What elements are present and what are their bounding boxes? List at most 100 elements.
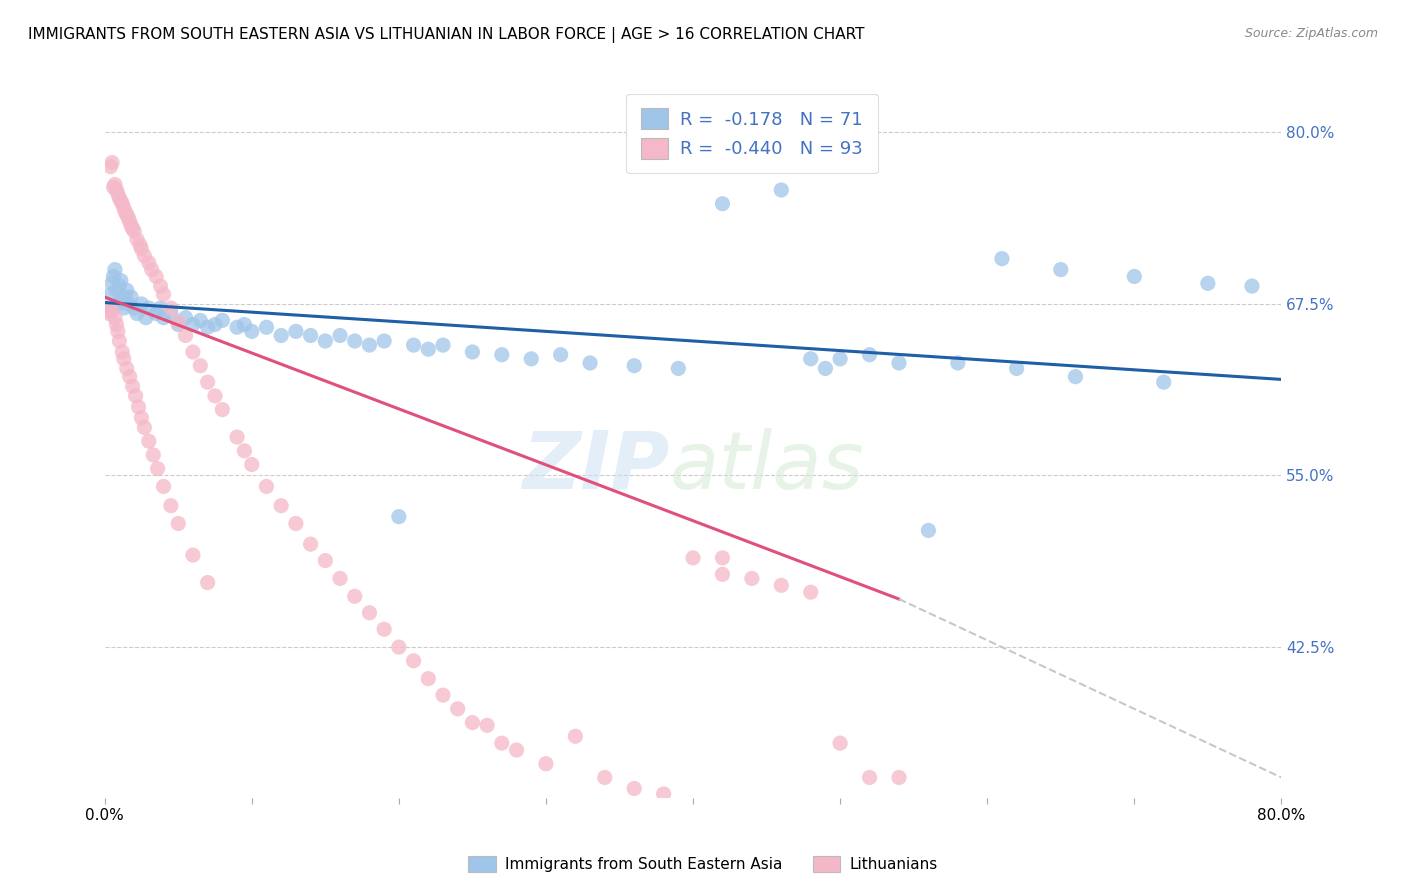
- Point: [623, 359, 645, 373]
- Point: [770, 578, 793, 592]
- Point: [402, 338, 425, 352]
- Point: [160, 301, 183, 315]
- Point: [152, 287, 174, 301]
- Point: [141, 262, 163, 277]
- Point: [101, 303, 124, 318]
- Point: [134, 249, 156, 263]
- Point: [197, 375, 219, 389]
- Point: [373, 622, 395, 636]
- Point: [564, 729, 586, 743]
- Point: [104, 310, 127, 325]
- Point: [120, 219, 142, 233]
- Point: [188, 359, 211, 373]
- Point: [284, 324, 307, 338]
- Point: [550, 348, 572, 362]
- Point: [125, 306, 148, 320]
- Point: [103, 269, 125, 284]
- Point: [107, 324, 129, 338]
- Text: atlas: atlas: [669, 427, 865, 506]
- Point: [100, 160, 122, 174]
- Point: [108, 279, 131, 293]
- Point: [270, 499, 292, 513]
- Point: [181, 345, 204, 359]
- Point: [142, 448, 165, 462]
- Point: [770, 183, 793, 197]
- Legend: Immigrants from South Eastern Asia, Lithuanians: Immigrants from South Eastern Asia, Lith…: [461, 848, 945, 880]
- Point: [135, 310, 157, 325]
- Point: [711, 567, 734, 582]
- Point: [858, 771, 880, 785]
- Point: [174, 328, 197, 343]
- Point: [103, 180, 125, 194]
- Point: [149, 301, 172, 315]
- Point: [124, 389, 146, 403]
- Point: [134, 420, 156, 434]
- Point: [887, 356, 910, 370]
- Point: [314, 334, 336, 348]
- Point: [491, 348, 513, 362]
- Point: [118, 214, 141, 228]
- Point: [181, 318, 204, 332]
- Point: [299, 328, 322, 343]
- Point: [1153, 375, 1175, 389]
- Point: [388, 509, 411, 524]
- Point: [98, 306, 121, 320]
- Point: [520, 351, 543, 366]
- Point: [160, 306, 183, 320]
- Point: [211, 402, 233, 417]
- Point: [108, 191, 131, 205]
- Point: [329, 571, 352, 585]
- Point: [711, 550, 734, 565]
- Point: [211, 313, 233, 327]
- Point: [97, 303, 120, 318]
- Point: [359, 338, 381, 352]
- Point: [117, 211, 139, 225]
- Point: [388, 640, 411, 654]
- Point: [145, 269, 167, 284]
- Point: [105, 318, 128, 332]
- Point: [112, 351, 135, 366]
- Point: [97, 301, 120, 315]
- Point: [204, 318, 226, 332]
- Point: [233, 443, 256, 458]
- Point: [197, 320, 219, 334]
- Point: [343, 334, 366, 348]
- Point: [1064, 369, 1087, 384]
- Point: [110, 274, 132, 288]
- Point: [104, 178, 127, 192]
- Point: [1005, 361, 1028, 376]
- Point: [491, 736, 513, 750]
- Point: [475, 718, 498, 732]
- Point: [800, 585, 823, 599]
- Point: [917, 524, 939, 538]
- Point: [711, 196, 734, 211]
- Point: [1240, 279, 1263, 293]
- Point: [122, 224, 145, 238]
- Point: [534, 756, 557, 771]
- Point: [174, 310, 197, 325]
- Point: [115, 208, 138, 222]
- Point: [128, 400, 150, 414]
- Text: ZIP: ZIP: [522, 427, 669, 506]
- Point: [110, 194, 132, 208]
- Point: [152, 310, 174, 325]
- Point: [314, 553, 336, 567]
- Point: [1049, 262, 1071, 277]
- Point: [121, 221, 143, 235]
- Point: [131, 297, 153, 311]
- Point: [814, 361, 837, 376]
- Point: [160, 499, 183, 513]
- Point: [270, 328, 292, 343]
- Point: [181, 548, 204, 562]
- Point: [107, 297, 129, 311]
- Point: [138, 256, 160, 270]
- Point: [167, 516, 190, 531]
- Point: [112, 301, 135, 315]
- Point: [125, 232, 148, 246]
- Point: [138, 301, 160, 315]
- Point: [887, 771, 910, 785]
- Point: [991, 252, 1014, 266]
- Point: [343, 589, 366, 603]
- Point: [111, 345, 134, 359]
- Point: [101, 277, 124, 291]
